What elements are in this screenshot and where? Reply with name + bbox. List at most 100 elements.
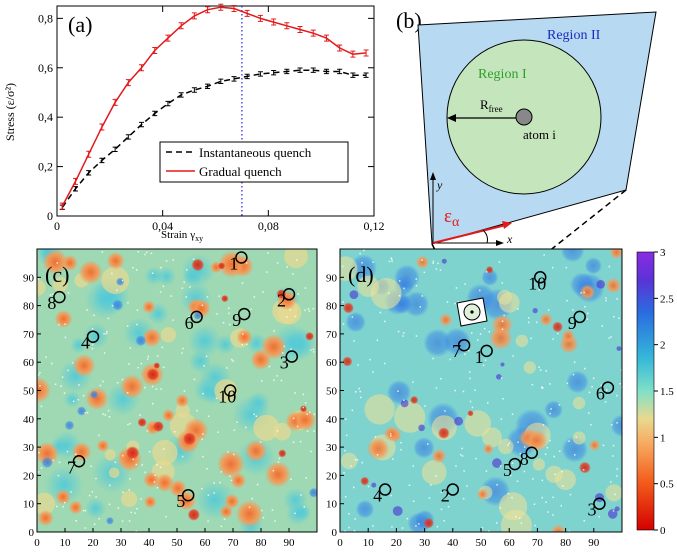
field-speckle: [511, 496, 513, 499]
field-patch: [596, 280, 605, 289]
field-speckle: [67, 369, 69, 372]
field-speckle: [342, 301, 344, 303]
field-speckle: [398, 295, 401, 297]
field-speckle: [620, 369, 622, 371]
field-patch: [143, 471, 160, 488]
field-speckle: [511, 462, 514, 464]
field-speckle: [250, 308, 252, 311]
field-speckle: [122, 491, 124, 494]
field-patch: [108, 467, 120, 479]
field-speckle: [91, 343, 94, 346]
field-speckle: [283, 345, 286, 348]
field-speckle: [462, 497, 465, 500]
field-speckle: [67, 292, 70, 294]
field-patch: [187, 508, 200, 521]
field-speckle: [538, 366, 540, 369]
field-speckle: [292, 441, 295, 443]
field-speckle: [446, 301, 449, 303]
region-ii-label: Region II: [547, 28, 601, 43]
field-speckle: [266, 271, 268, 273]
heatmap-xtick-label: 60: [200, 537, 212, 549]
data-point: [152, 110, 158, 117]
field-speckle: [614, 493, 616, 496]
field-patch: [253, 414, 280, 441]
heatmap-xtick-label: 90: [588, 537, 600, 549]
field-speckle: [501, 320, 504, 322]
field-patch: [119, 374, 145, 399]
field-speckle: [533, 503, 536, 505]
field-patch: [62, 255, 78, 271]
field-patch: [44, 465, 84, 505]
marker-circle: [525, 446, 539, 460]
field-speckle: [102, 413, 104, 415]
field-speckle: [72, 400, 75, 403]
marker-label: 10: [528, 273, 546, 293]
field-speckle: [542, 424, 545, 426]
field-speckle: [361, 461, 363, 464]
field-speckle: [183, 390, 186, 392]
rfree-arrowhead: [447, 114, 456, 122]
field-speckle: [601, 325, 603, 327]
field-speckle: [391, 526, 393, 528]
field-speckle: [538, 289, 541, 291]
field-speckle: [268, 365, 271, 368]
field-speckle: [129, 478, 131, 480]
field-speckle: [412, 465, 414, 467]
field-speckle: [612, 510, 615, 512]
field-speckle: [397, 330, 400, 333]
field-speckle: [390, 494, 392, 497]
panel-c-label: (c): [45, 262, 69, 287]
field-speckle: [78, 384, 80, 386]
data-point: [191, 12, 197, 20]
field-speckle: [121, 279, 124, 282]
field-patch: [454, 416, 463, 426]
field-speckle: [574, 454, 576, 456]
field-speckle: [440, 378, 442, 380]
field-speckle: [226, 367, 228, 369]
field-patch: [78, 260, 103, 285]
field-patch: [308, 487, 317, 498]
field-patch: [410, 395, 419, 405]
heatmap-xtick-label: 50: [476, 537, 488, 549]
field-speckle: [129, 347, 131, 349]
field-speckle: [91, 328, 94, 330]
chart-a-ytick-label: 0,2: [38, 160, 53, 174]
data-point: [112, 146, 118, 152]
field-patch: [418, 424, 425, 432]
field-speckle: [276, 430, 279, 432]
field-patch: [85, 387, 109, 411]
field-patch: [609, 249, 622, 260]
data-point: [125, 79, 131, 87]
data-point: [218, 78, 224, 85]
field-patch: [37, 376, 52, 404]
field-speckle: [587, 312, 589, 315]
field-patch: [550, 524, 566, 532]
legend-gradual: Gradual quench: [199, 164, 282, 179]
field-speckle: [580, 292, 582, 294]
field-speckle: [233, 429, 236, 431]
field-speckle: [598, 516, 601, 518]
field-speckle: [156, 355, 159, 357]
field-speckle: [201, 304, 204, 307]
field-patch: [193, 311, 202, 320]
field-speckle: [202, 392, 204, 395]
chart-a-ytick-label: 0,6: [38, 61, 53, 75]
field-speckle: [532, 478, 534, 480]
field-patch: [216, 450, 245, 478]
field-patch: [539, 313, 553, 326]
field-speckle: [182, 347, 184, 350]
field-patch: [482, 427, 502, 448]
field-patch: [423, 517, 434, 529]
heatmap-ytick-label: 20: [326, 470, 338, 482]
field-speckle: [304, 287, 307, 289]
field-speckle: [549, 383, 551, 385]
field-speckle: [544, 453, 547, 455]
field-speckle: [415, 525, 417, 527]
field-speckle: [391, 260, 393, 263]
field-patch: [607, 509, 618, 519]
field-speckle: [488, 530, 490, 532]
field-speckle: [306, 430, 309, 432]
field-speckle: [181, 455, 184, 458]
field-speckle: [496, 522, 498, 524]
marker-circle: [223, 384, 237, 397]
